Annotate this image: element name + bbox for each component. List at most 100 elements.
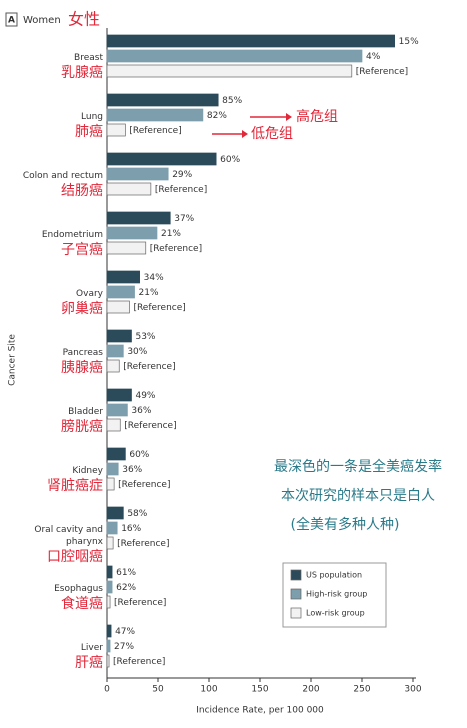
arrow-head	[242, 130, 248, 138]
x-tick-label: 0	[104, 685, 110, 695]
bar-label: [Reference]	[123, 362, 175, 372]
y-axis-label: Cancer Site	[8, 334, 18, 386]
category-label-zh: 子宫癌	[61, 242, 103, 258]
bar-label: [Reference]	[356, 67, 408, 77]
category-label-zh: 膀胱癌	[61, 419, 103, 435]
bar	[106, 241, 147, 255]
bar	[106, 108, 204, 122]
bar	[106, 388, 132, 402]
bar-label: [Reference]	[114, 598, 166, 608]
bar	[106, 447, 126, 461]
bar-label: 29%	[172, 170, 192, 180]
bar	[106, 270, 140, 284]
bar	[106, 403, 128, 417]
bar-label: 49%	[135, 391, 155, 401]
bar	[106, 595, 111, 609]
bar-label: [Reference]	[133, 303, 185, 313]
bar-label: [Reference]	[150, 244, 202, 254]
category-label-zh: 食道癌	[61, 596, 103, 612]
arrow-head	[286, 113, 292, 121]
bar	[106, 580, 113, 594]
note: (全美有多种人种)	[291, 516, 400, 533]
bar-label: 62%	[116, 583, 136, 593]
bar	[106, 639, 111, 653]
category-label-group: Breast 乳腺癌	[5, 52, 103, 82]
bar	[106, 49, 363, 63]
category-label: Endometrium	[41, 230, 103, 240]
category-label-group: Esophagus 食道癌	[5, 583, 103, 613]
bar	[106, 211, 171, 225]
bar	[106, 565, 113, 579]
category-label-zh: 乳腺癌	[61, 65, 103, 81]
chart-title: Women	[23, 15, 61, 26]
bar	[106, 329, 132, 343]
bar-label: [Reference]	[155, 185, 207, 195]
category-label-zh: 肝癌	[75, 655, 103, 671]
bar	[106, 521, 118, 535]
category-label: Breast	[74, 53, 103, 63]
x-tick-label: 300	[404, 685, 421, 695]
x-tick-label: 50	[152, 685, 164, 695]
category-label-zh: 口腔咽癌	[47, 549, 103, 565]
legend-label: US population	[306, 571, 362, 580]
bar	[106, 285, 135, 299]
x-tick-label: 150	[251, 685, 268, 695]
bar	[106, 93, 219, 107]
category-label: Oral cavity and pharynx	[34, 525, 103, 547]
bar-label: 4%	[366, 52, 381, 62]
bar	[106, 167, 169, 181]
bar-label: 60%	[129, 450, 149, 460]
bar-label: 37%	[174, 214, 194, 224]
category-label-group: Lung 肺癌	[5, 111, 103, 141]
bar-label: [Reference]	[113, 657, 165, 667]
category-label-group: Ovary 卵巢癌	[5, 288, 103, 318]
bar	[106, 123, 126, 137]
note: 本次研究的样本只是白人	[281, 488, 435, 504]
category-label: Bladder	[68, 407, 103, 417]
category-label: Esophagus	[54, 584, 103, 594]
bar-label: [Reference]	[118, 480, 170, 490]
category-label-group: Colon and rectum 结肠癌	[5, 170, 103, 200]
bar-label: [Reference]	[129, 126, 181, 136]
bar-label: 30%	[127, 347, 147, 357]
legend-label: High-risk group	[306, 590, 367, 599]
bar-label: 53%	[135, 332, 155, 342]
category-label: Ovary	[76, 289, 103, 299]
category-label-zh: 肺癌	[75, 124, 103, 140]
bar	[106, 344, 124, 358]
panel-label: A	[8, 16, 15, 26]
bar	[106, 462, 119, 476]
category-label-group: Kidney 肾脏癌症	[5, 465, 103, 495]
category-label-group: Bladder 膀胱癌	[5, 406, 103, 436]
bar	[106, 418, 121, 432]
category-label-group: Liver 肝癌	[5, 642, 103, 672]
bar	[106, 536, 114, 550]
category-label-group: Endometrium 子宫癌	[5, 229, 103, 259]
bar	[106, 654, 110, 668]
legend-swatch	[290, 588, 302, 600]
bar	[106, 182, 152, 196]
legend-swatch	[290, 607, 302, 619]
bar-label: 47%	[115, 627, 135, 637]
annotation: 高危组	[296, 108, 338, 125]
bar-label: [Reference]	[124, 421, 176, 431]
category-label-zh: 结肠癌	[61, 183, 103, 199]
bar	[106, 34, 395, 48]
category-label: Pancreas	[62, 348, 103, 358]
category-label: Kidney	[72, 466, 103, 476]
bar-label: 34%	[144, 273, 164, 283]
bar	[106, 300, 130, 314]
x-axis-label: Incidence Rate, per 100 000	[196, 706, 324, 716]
bar-label: 61%	[116, 568, 136, 578]
bar-label: 21%	[161, 229, 181, 239]
bar-label: 16%	[121, 524, 141, 534]
category-label-zh: 卵巢癌	[61, 301, 103, 317]
category-label-zh: 肾脏癌症	[47, 478, 103, 494]
category-label-zh: 胰腺癌	[61, 360, 103, 376]
bar	[106, 226, 158, 240]
note: 最深色的一条是全美癌发率	[274, 458, 442, 475]
x-tick-label: 250	[353, 685, 370, 695]
bar	[106, 624, 112, 638]
